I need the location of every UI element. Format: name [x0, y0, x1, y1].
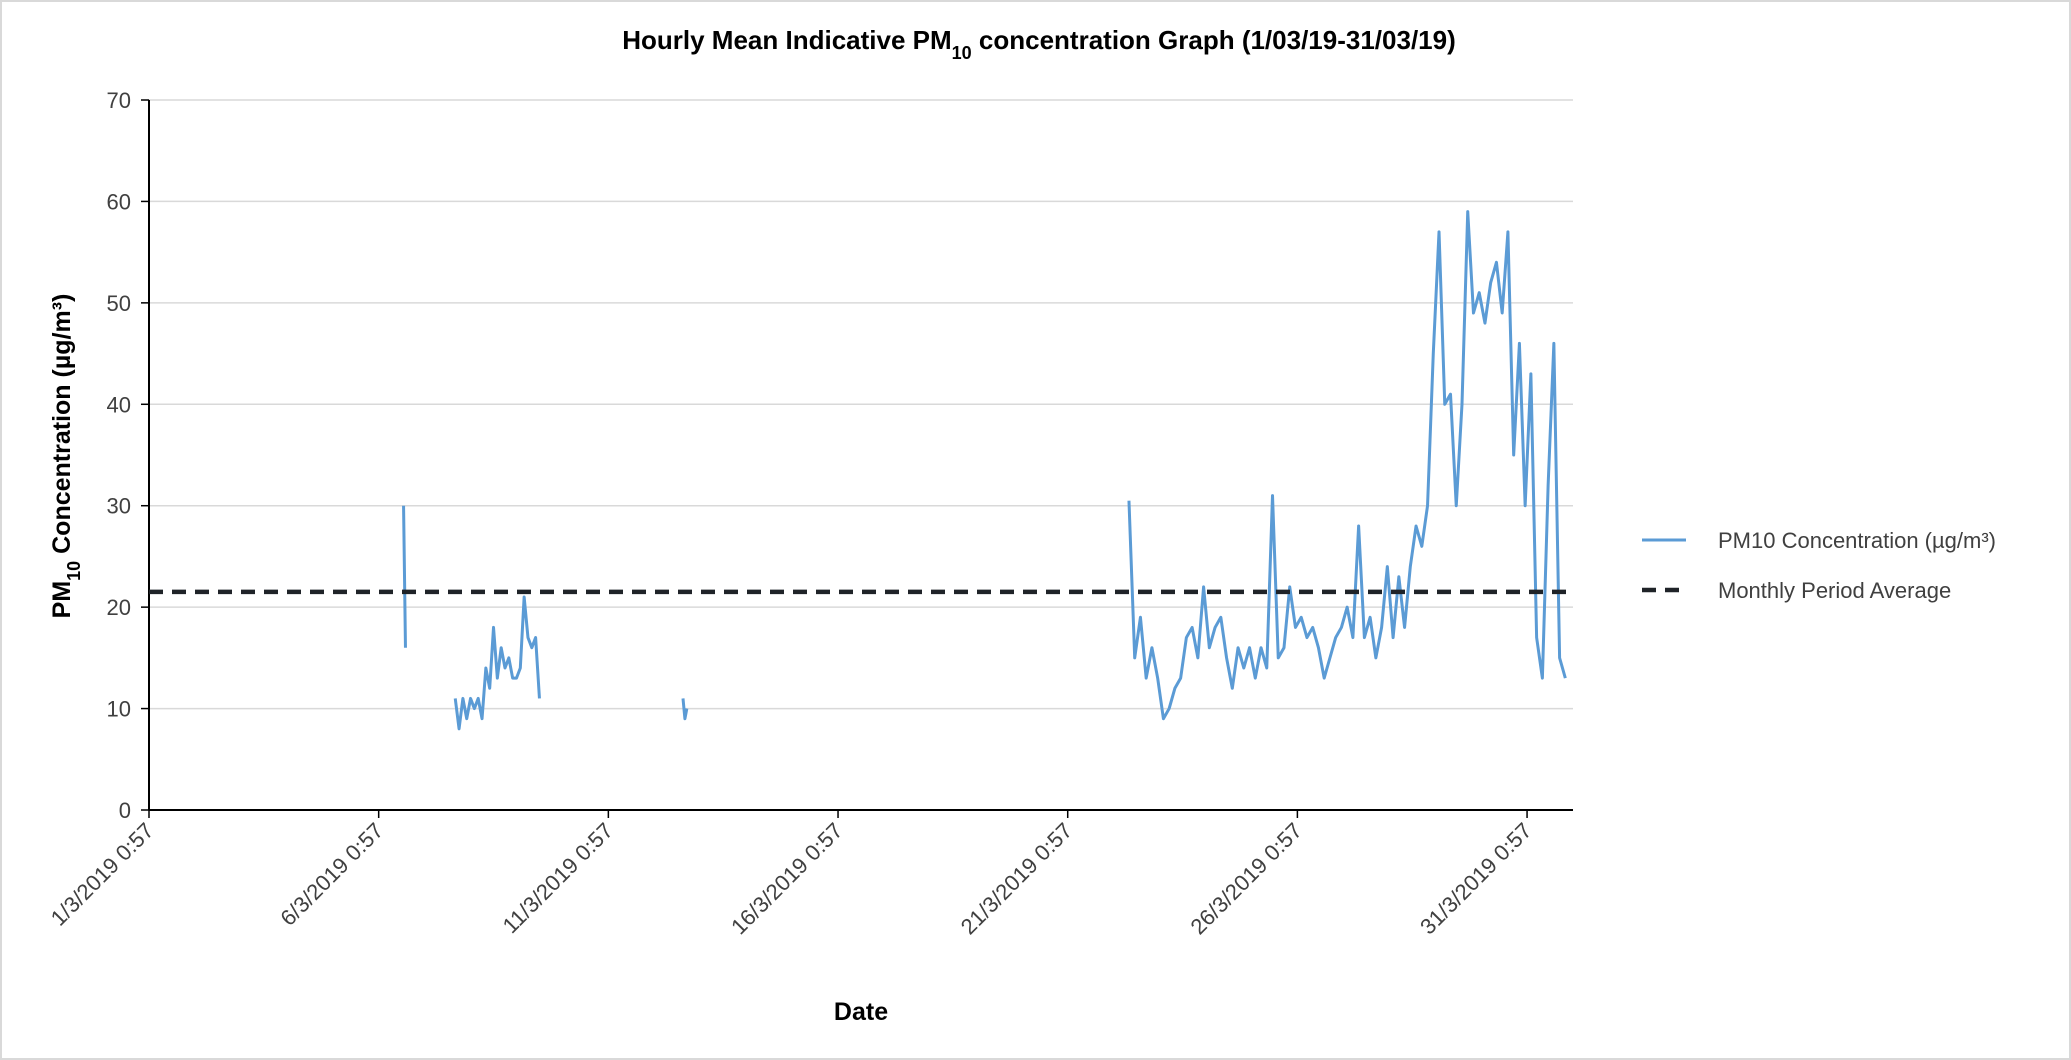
y-tick-label: 70 [107, 88, 131, 113]
legend: PM10 Concentration (µg/m³) Monthly Period… [1642, 528, 1996, 603]
y-tick-label: 60 [107, 189, 131, 214]
chart-title: Hourly Mean Indicative PM10 concentratio… [622, 25, 1456, 63]
title-part: concentration Graph (1/03/19-31/03/19) [972, 25, 1456, 55]
x-axis-title: Date [834, 998, 888, 1026]
y-tick-label: 0 [119, 798, 131, 823]
y-tick-label: 10 [107, 697, 131, 722]
title-subscript: 10 [952, 43, 972, 63]
y-title-subscript: 10 [64, 561, 84, 581]
y-tick-label: 50 [107, 291, 131, 316]
y-title-part: PM [48, 581, 76, 619]
y-tick-label: 20 [107, 595, 131, 620]
y-tick-label: 30 [107, 494, 131, 519]
y-tick-label: 40 [107, 392, 131, 417]
y-axis-title: PM10 Concentration (µg/m³) [48, 294, 84, 619]
title-part: Hourly Mean Indicative PM [622, 25, 951, 55]
data-line [402, 210, 1567, 731]
y-title-part: Concentration (µg/m³) [48, 294, 76, 561]
legend-label: Monthly Period Average [1718, 578, 1951, 603]
legend-label: PM10 Concentration (µg/m³) [1718, 528, 1996, 553]
